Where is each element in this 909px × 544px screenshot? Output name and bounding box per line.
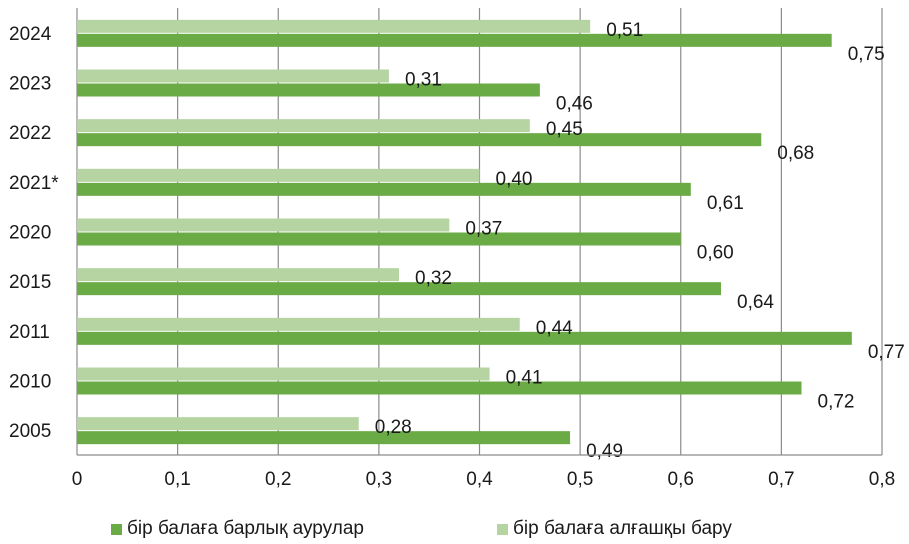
bar-all-illnesses [77, 83, 540, 97]
bar-first-visits [77, 168, 480, 182]
bar-all-illnesses [77, 381, 802, 395]
bar-first-visits [77, 69, 389, 83]
bar-first-visits [77, 367, 490, 381]
x-tick-label: 0,3 [366, 469, 392, 490]
bar-first-visits [77, 268, 399, 282]
bar-all-illnesses [77, 33, 832, 47]
x-tick-label: 0,1 [164, 469, 190, 490]
bar-first-visits [77, 218, 450, 232]
x-tick-label: 0 [72, 469, 83, 490]
y-tick-label: 2021* [9, 173, 59, 194]
data-label: 0,31 [405, 70, 442, 91]
y-tick-label: 2015 [9, 272, 51, 293]
x-tick-label: 0,8 [869, 469, 895, 490]
legend-label-first-visits: бір балаға алғашқы бару [513, 518, 732, 539]
y-tick-label: 2022 [9, 123, 51, 144]
data-label: 0,75 [848, 44, 885, 65]
y-tick-label: 2011 [9, 322, 50, 343]
data-label: 0,49 [586, 441, 623, 462]
legend-item-first-visits: бір балаға алғашқы бару [497, 518, 732, 540]
data-label: 0,46 [556, 94, 593, 115]
data-label: 0,37 [465, 219, 502, 240]
data-label: 0,45 [546, 119, 583, 140]
legend: бір балаға барлық аурулар бір балаға алғ… [0, 518, 909, 544]
bar-first-visits [77, 19, 591, 33]
data-label: 0,72 [818, 392, 855, 413]
data-label: 0,64 [737, 292, 774, 313]
x-tick-label: 0,6 [668, 469, 694, 490]
x-tick-label: 0,2 [265, 469, 291, 490]
bar-first-visits [77, 417, 359, 431]
data-label: 0,32 [415, 268, 452, 289]
y-tick-label: 2024 [9, 24, 52, 45]
data-label: 0,44 [536, 318, 573, 339]
data-label: 0,61 [707, 193, 744, 214]
data-label: 0,68 [777, 143, 814, 164]
legend-swatch-all-illnesses [111, 523, 122, 535]
legend-item-all-illnesses: бір балаға барлық аурулар [111, 518, 364, 540]
data-label: 0,60 [697, 243, 734, 264]
bar-all-illnesses [77, 182, 691, 196]
bar-first-visits [77, 119, 530, 133]
data-labels: 0,51 0,75 0,31 0,46 0,45 0,68 0,40 0,61 0,37 0,60… [375, 20, 905, 462]
y-tick-label: 2005 [9, 421, 51, 442]
axes: 0 0,1 0,2 0,3 0,4 0,5 0,6 0,7 0,8 2024 2023 2022 202… [9, 24, 895, 490]
data-label: 0,51 [606, 20, 643, 41]
bar-first-visits [77, 317, 520, 331]
data-label: 0,41 [506, 368, 543, 389]
bar-all-illnesses [77, 431, 571, 445]
data-label: 0,77 [868, 342, 905, 363]
data-label: 0,40 [496, 169, 533, 190]
y-tick-label: 2023 [9, 74, 51, 95]
bar-all-illnesses [77, 232, 681, 246]
bars [77, 19, 852, 445]
x-tick-label: 0,7 [768, 469, 794, 490]
x-tick-label: 0,4 [466, 469, 493, 490]
bar-all-illnesses [77, 331, 852, 345]
bar-chart-plot: 0,510,750,310,460,450,680,400,610,370,60… [9, 8, 905, 490]
data-label: 0,28 [375, 417, 412, 438]
bar-all-illnesses [77, 282, 721, 296]
legend-label-all-illnesses: бір балаға барлық аурулар [127, 518, 364, 539]
x-tick-label: 0,5 [567, 469, 593, 490]
bar-all-illnesses [77, 133, 762, 147]
legend-swatch-first-visits [497, 523, 508, 535]
y-tick-label: 2020 [9, 223, 51, 244]
y-tick-label: 2010 [9, 372, 51, 393]
